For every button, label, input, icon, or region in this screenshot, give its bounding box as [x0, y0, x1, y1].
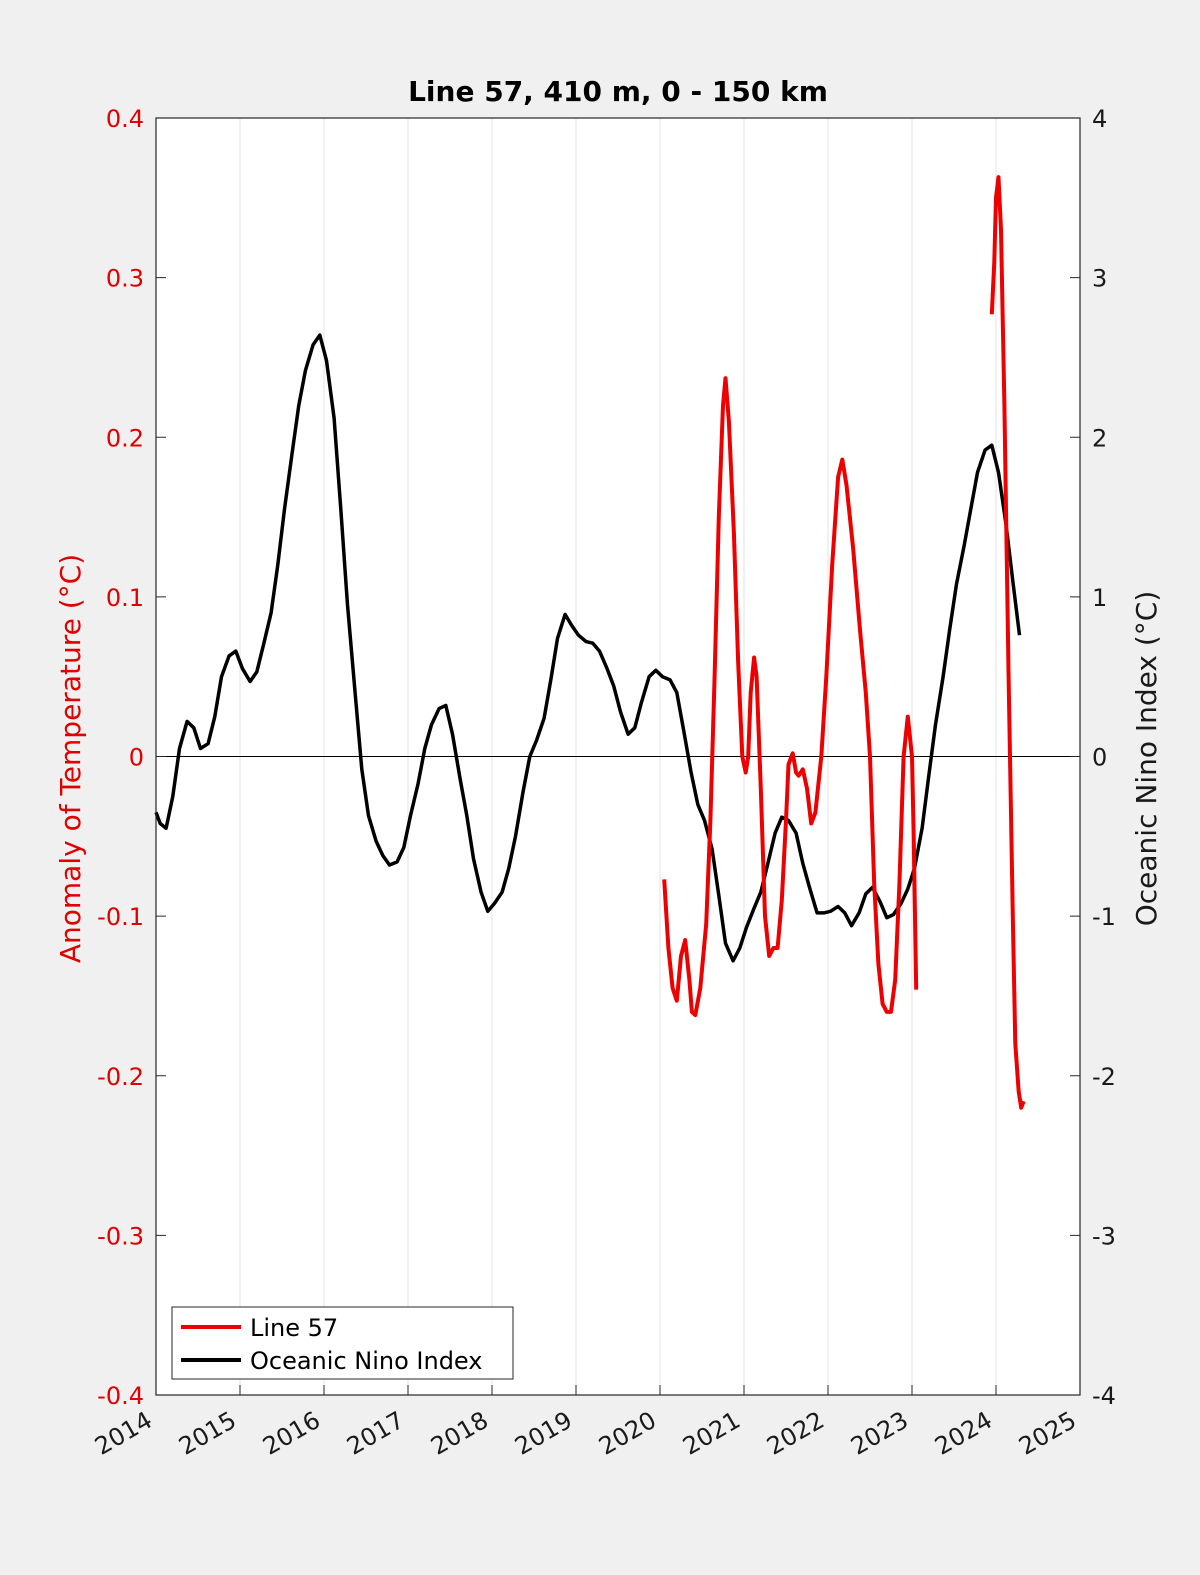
y-axis-right-label: Oceanic Nino Index (°C): [1130, 591, 1163, 927]
series-line-line-57-segment-1: [662, 376, 919, 1018]
y-right-tick-label--3: -3: [1092, 1222, 1116, 1250]
y-right-tick-label-1: 1: [1092, 584, 1107, 612]
y-left-tick-label--0.3: -0.3: [97, 1222, 144, 1250]
series-layer: [154, 175, 1026, 1110]
y-left-tick-label-0: 0: [129, 744, 144, 772]
y-right-tick-label--2: -2: [1092, 1063, 1116, 1091]
y-right-tick-label-4: 4: [1092, 105, 1107, 133]
y-left-tick-label--0.2: -0.2: [97, 1063, 144, 1091]
y-left-tick-label--0.1: -0.1: [97, 903, 144, 931]
y-right-tick-label-3: 3: [1092, 265, 1107, 293]
y-right-tick-label-2: 2: [1092, 424, 1107, 452]
y-left-tick-label-0.3: 0.3: [106, 265, 144, 293]
y-left-tick-label-0.1: 0.1: [106, 584, 144, 612]
chart-title: Line 57, 410 m, 0 - 150 km: [408, 75, 828, 108]
legend-box: [171, 1306, 514, 1380]
legend-label-line-57: Line 57: [250, 1314, 338, 1342]
legend: Line 57 Oceanic Nino Index: [171, 1306, 514, 1380]
y-left-tick-label-0.4: 0.4: [106, 105, 144, 133]
y-right-tick-label--1: -1: [1092, 903, 1116, 931]
y-right-tick-label--4: -4: [1092, 1382, 1116, 1410]
legend-label-oceanic-nino-index: Oceanic Nino Index: [250, 1347, 482, 1375]
series-line-line-57-segment-2: [989, 175, 1026, 1110]
y-right-tick-label-0: 0: [1092, 744, 1107, 772]
y-axis-left-label: Anomaly of Temperature (°C): [54, 554, 87, 963]
y-left-tick-label--0.4: -0.4: [97, 1382, 144, 1410]
y-left-tick-label-0.2: 0.2: [106, 424, 144, 452]
